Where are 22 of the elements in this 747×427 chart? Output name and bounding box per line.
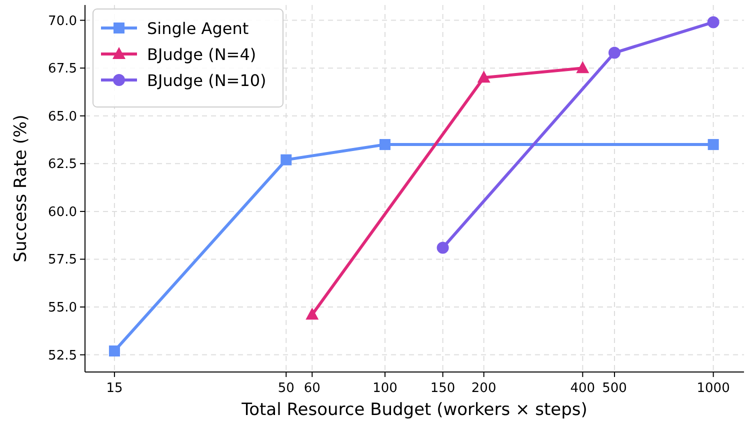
y-tick-label: 70.0 [48, 14, 77, 29]
y-tick-label: 67.5 [48, 62, 77, 77]
x-tick-label: 150 [430, 381, 456, 396]
y-axis-title: Success Rate (%) [11, 114, 31, 262]
legend-label: BJudge (N=10) [147, 71, 266, 90]
y-tick-label: 55.0 [48, 300, 77, 316]
legend-label: Single Agent [147, 19, 249, 38]
x-tick-label: 100 [372, 381, 398, 396]
x-axis-title: Total Resource Budget (workers × steps) [240, 400, 588, 420]
x-tick-label: 1000 [696, 381, 730, 396]
x-tick-label: 500 [602, 381, 627, 396]
y-tick-label: 52.5 [48, 348, 77, 364]
x-tick-label: 60 [304, 381, 320, 396]
y-tick-label: 62.5 [48, 157, 77, 172]
legend-label: BJudge (N=4) [147, 45, 256, 64]
x-tick-label: 200 [471, 381, 496, 396]
x-tick-label: 15 [106, 381, 123, 396]
x-tick-label: 400 [570, 381, 596, 396]
y-tick-label: 60.0 [48, 204, 77, 220]
y-tick-label: 65.0 [48, 109, 77, 124]
y-tick-label: 57.5 [48, 252, 77, 268]
x-tick-label: 50 [278, 381, 294, 396]
